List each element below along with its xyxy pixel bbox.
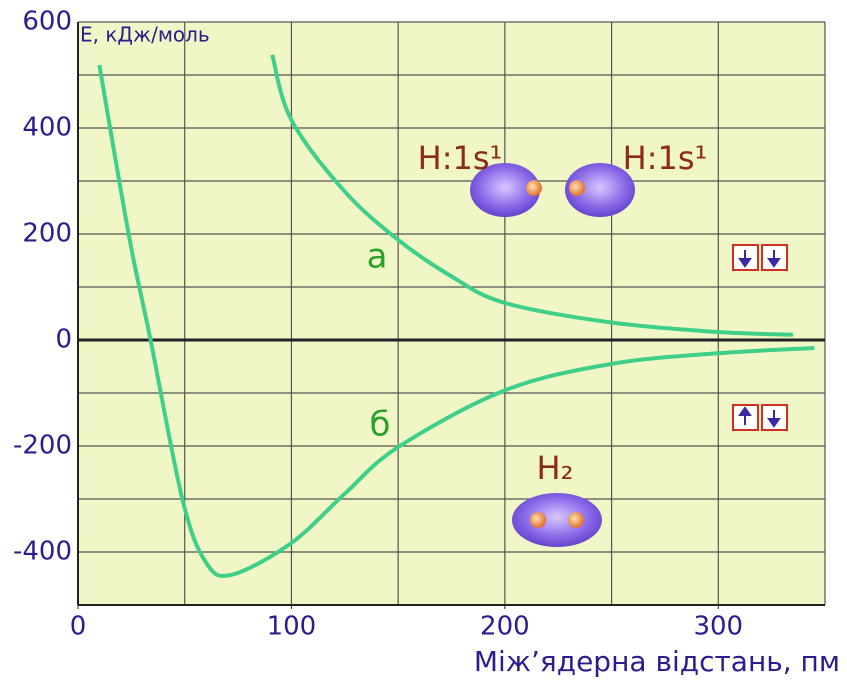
y-tick-label: 600 bbox=[22, 7, 72, 37]
plot-area bbox=[78, 22, 825, 605]
y-tick-label: 200 bbox=[22, 219, 72, 249]
x-tick-label: 100 bbox=[267, 612, 317, 642]
x-tick-label: 300 bbox=[693, 612, 743, 642]
x-axis-label: Між’ядерна відстань, пм bbox=[474, 645, 840, 678]
annotation: H₂ bbox=[537, 449, 574, 487]
annotation: H:1s¹ bbox=[623, 139, 708, 177]
x-tick-label: 200 bbox=[480, 612, 530, 642]
chart: Е, кДж/моль Між’ядерна відстань, пм H:1s… bbox=[0, 0, 847, 681]
x-tick-label: 0 bbox=[70, 612, 87, 642]
y-tick-label: -400 bbox=[13, 537, 72, 567]
annotation: H:1s¹ bbox=[418, 139, 503, 177]
y-axis-label: Е, кДж/моль bbox=[80, 23, 210, 47]
y-tick-label: 400 bbox=[22, 113, 72, 143]
series-label: б bbox=[370, 405, 391, 445]
series-label: а bbox=[367, 237, 388, 277]
y-tick-label: 0 bbox=[55, 325, 72, 355]
y-tick-label: -200 bbox=[13, 431, 72, 461]
